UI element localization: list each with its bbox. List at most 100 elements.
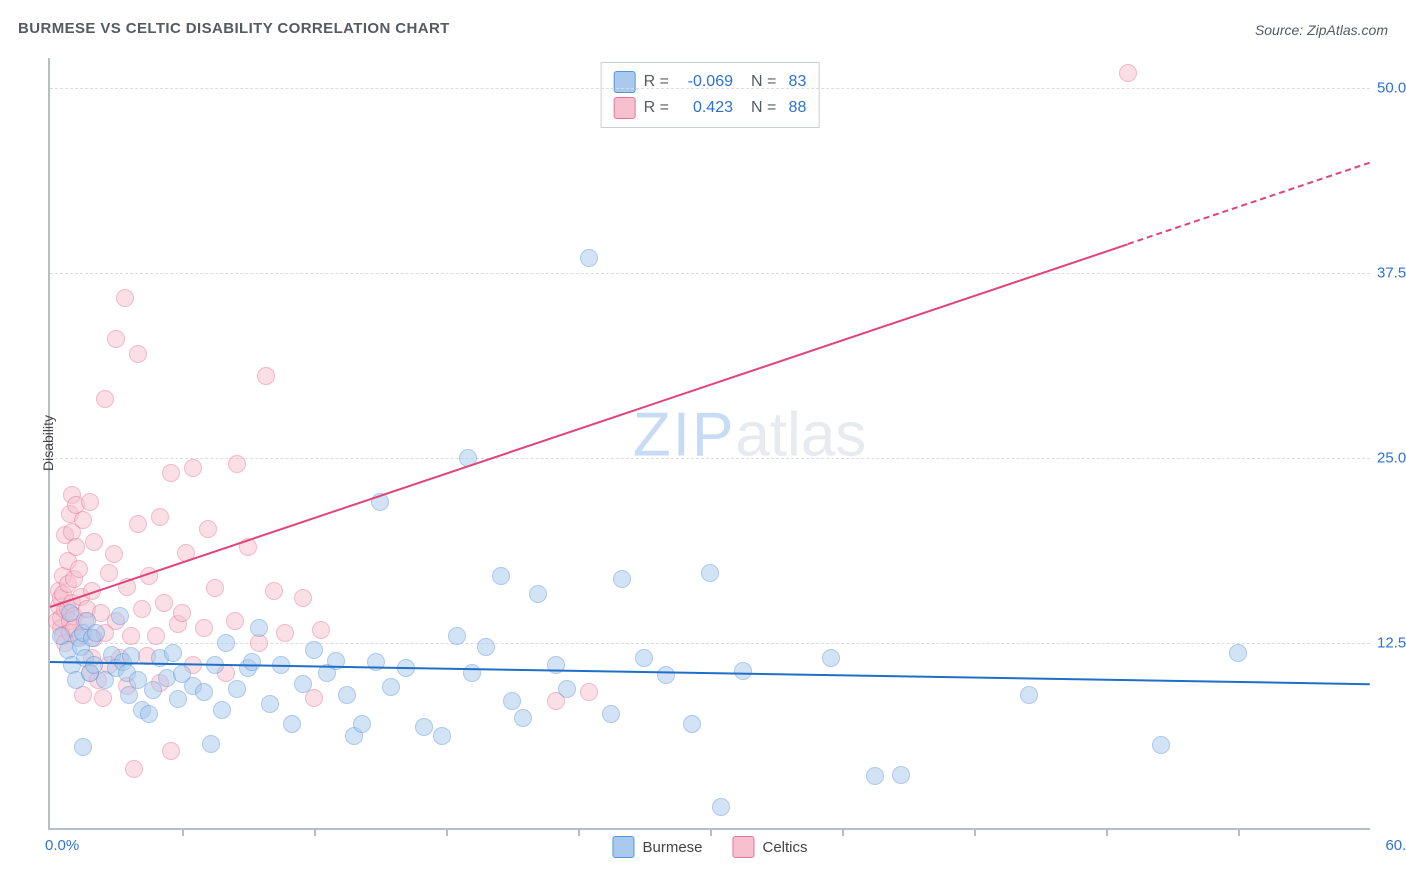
bottom-legend: Burmese Celtics bbox=[612, 836, 807, 858]
point-burmese bbox=[657, 666, 675, 684]
point-burmese bbox=[415, 718, 433, 736]
point-burmese bbox=[448, 627, 466, 645]
point-celtics bbox=[1119, 64, 1137, 82]
point-burmese bbox=[503, 692, 521, 710]
point-burmese bbox=[892, 766, 910, 784]
point-celtics bbox=[96, 390, 114, 408]
x-tick bbox=[314, 828, 316, 836]
point-burmese bbox=[1152, 736, 1170, 754]
point-burmese bbox=[61, 604, 79, 622]
y-tick-label: 12.5% bbox=[1377, 634, 1406, 651]
point-burmese bbox=[195, 683, 213, 701]
point-celtics bbox=[151, 508, 169, 526]
chart-title: BURMESE VS CELTIC DISABILITY CORRELATION… bbox=[18, 20, 450, 37]
point-celtics bbox=[67, 538, 85, 556]
watermark: ZIPatlas bbox=[633, 400, 866, 471]
x-origin-label: 0.0% bbox=[45, 837, 79, 854]
point-celtics bbox=[116, 289, 134, 307]
x-max-label: 60.0% bbox=[1385, 837, 1406, 854]
point-celtics bbox=[265, 582, 283, 600]
point-celtics bbox=[107, 330, 125, 348]
point-burmese bbox=[169, 690, 187, 708]
point-burmese bbox=[514, 709, 532, 727]
point-burmese bbox=[217, 634, 235, 652]
x-tick bbox=[1238, 828, 1240, 836]
x-tick bbox=[578, 828, 580, 836]
y-tick-label: 37.5% bbox=[1377, 264, 1406, 281]
point-burmese bbox=[602, 705, 620, 723]
point-burmese bbox=[243, 653, 261, 671]
point-burmese bbox=[353, 715, 371, 733]
source-label: Source: ZipAtlas.com bbox=[1255, 22, 1388, 38]
point-celtics bbox=[129, 515, 147, 533]
x-tick bbox=[1106, 828, 1108, 836]
y-axis-title: Disability bbox=[40, 415, 56, 471]
point-burmese bbox=[250, 619, 268, 637]
point-burmese bbox=[202, 735, 220, 753]
point-celtics bbox=[173, 604, 191, 622]
chart-header: BURMESE VS CELTIC DISABILITY CORRELATION… bbox=[18, 20, 1388, 50]
point-burmese bbox=[712, 798, 730, 816]
x-tick bbox=[182, 828, 184, 836]
point-celtics bbox=[162, 464, 180, 482]
point-celtics bbox=[257, 367, 275, 385]
point-burmese bbox=[866, 767, 884, 785]
point-celtics bbox=[133, 600, 151, 618]
point-burmese bbox=[213, 701, 231, 719]
stats-row-celtics: R = 0.423 N = 88 bbox=[614, 95, 807, 121]
gridline-h bbox=[50, 643, 1370, 644]
gridline-h bbox=[50, 88, 1370, 89]
point-celtics bbox=[147, 627, 165, 645]
stats-box: R = -0.069 N = 83 R = 0.423 N = 88 bbox=[601, 62, 820, 128]
point-burmese bbox=[477, 638, 495, 656]
point-burmese bbox=[580, 249, 598, 267]
point-celtics bbox=[70, 560, 88, 578]
x-tick bbox=[710, 828, 712, 836]
plot-area: Disability 0.0% 60.0% ZIPatlas R = -0.06… bbox=[48, 58, 1370, 830]
point-celtics bbox=[162, 742, 180, 760]
point-celtics bbox=[125, 760, 143, 778]
point-celtics bbox=[94, 689, 112, 707]
trendline-dashed bbox=[1128, 162, 1371, 245]
point-celtics bbox=[100, 564, 118, 582]
point-burmese bbox=[283, 715, 301, 733]
point-burmese bbox=[433, 727, 451, 745]
point-celtics bbox=[312, 621, 330, 639]
point-celtics bbox=[195, 619, 213, 637]
point-burmese bbox=[261, 695, 279, 713]
point-burmese bbox=[558, 680, 576, 698]
point-burmese bbox=[294, 675, 312, 693]
legend-swatch-celtics bbox=[733, 836, 755, 858]
point-celtics bbox=[105, 545, 123, 563]
point-burmese bbox=[463, 664, 481, 682]
point-celtics bbox=[81, 493, 99, 511]
point-burmese bbox=[74, 738, 92, 756]
point-burmese bbox=[382, 678, 400, 696]
point-burmese bbox=[87, 624, 105, 642]
y-tick-label: 50.0% bbox=[1377, 79, 1406, 96]
point-burmese bbox=[305, 641, 323, 659]
point-burmese bbox=[140, 705, 158, 723]
point-burmese bbox=[613, 570, 631, 588]
point-celtics bbox=[226, 612, 244, 630]
x-tick bbox=[446, 828, 448, 836]
swatch-celtics bbox=[614, 97, 636, 119]
point-burmese bbox=[734, 662, 752, 680]
point-celtics bbox=[184, 459, 202, 477]
point-celtics bbox=[129, 345, 147, 363]
point-burmese bbox=[529, 585, 547, 603]
gridline-h bbox=[50, 458, 1370, 459]
point-celtics bbox=[85, 533, 103, 551]
point-celtics bbox=[155, 594, 173, 612]
point-celtics bbox=[228, 455, 246, 473]
legend-item-burmese: Burmese bbox=[612, 836, 702, 858]
swatch-burmese bbox=[614, 71, 636, 93]
x-tick bbox=[842, 828, 844, 836]
legend-swatch-burmese bbox=[612, 836, 634, 858]
gridline-h bbox=[50, 273, 1370, 274]
point-burmese bbox=[635, 649, 653, 667]
point-celtics bbox=[122, 627, 140, 645]
x-tick bbox=[974, 828, 976, 836]
y-tick-label: 25.0% bbox=[1377, 449, 1406, 466]
point-celtics bbox=[580, 683, 598, 701]
